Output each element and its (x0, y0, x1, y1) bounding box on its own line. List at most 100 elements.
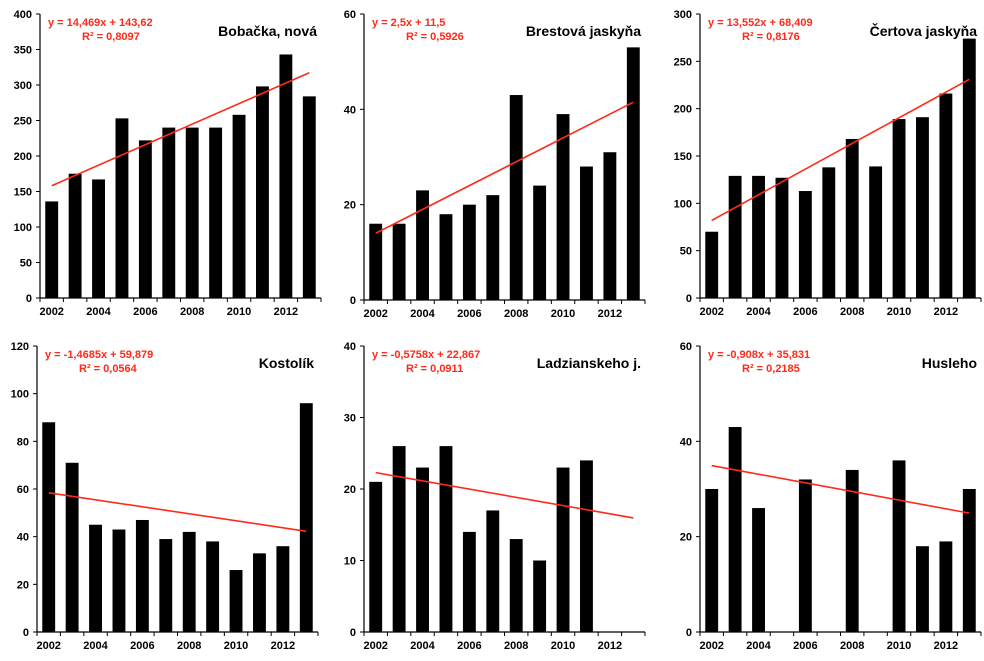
x-tick-label: 2006 (793, 640, 817, 652)
bar-2004 (89, 524, 102, 632)
bar-2004 (92, 179, 105, 298)
bar-2003 (728, 427, 742, 632)
y-tick-label: 300 (14, 80, 32, 92)
trend-equation: y = 14,469x + 143,62 (48, 17, 153, 29)
bar-2007 (162, 127, 176, 298)
x-tick-label: 2006 (457, 640, 481, 652)
bar-2002 (45, 201, 59, 298)
bar-2012 (279, 54, 293, 298)
chart-title: Husleho (922, 355, 977, 371)
chart-panel-5: 0 10 20 30 40 2002 2004 2006 2008 2010 2012 y = -0,… (344, 341, 646, 652)
x-tick-label: 2012 (598, 308, 622, 320)
trend-equation: y = 13,552x + 68,409 (708, 17, 813, 29)
bar-2011 (580, 166, 593, 300)
trend-line (51, 72, 310, 187)
x-tick-label: 2006 (133, 306, 157, 318)
x-tick-label: 2012 (598, 640, 622, 652)
chart-title: Bobačka, nová (218, 23, 317, 39)
y-tick-label: 350 (14, 45, 32, 57)
x-tick-label: 2010 (224, 640, 248, 652)
bar-2003 (65, 462, 79, 632)
bar-2002 (705, 231, 719, 298)
x-tick-label: 2004 (410, 640, 435, 652)
y-tick-label: 120 (11, 341, 29, 353)
bar-2008 (509, 95, 523, 301)
bar-2004 (752, 175, 765, 298)
bar-2010 (892, 460, 906, 632)
y-tick-label: 20 (344, 484, 356, 496)
bar-2013 (299, 403, 313, 632)
bar-2004 (416, 467, 429, 632)
bar-2009 (209, 127, 223, 298)
bar-2011 (253, 553, 266, 632)
x-tick-label: 2010 (551, 308, 575, 320)
bar-2008 (185, 127, 199, 298)
bar-2002 (369, 223, 383, 300)
bar-2010 (232, 114, 246, 298)
bar-2006 (798, 479, 812, 632)
r-squared: R² = 0,8097 (82, 31, 140, 43)
y-tick-label: 20 (680, 532, 692, 544)
bar-2008 (509, 539, 523, 632)
bar-2002 (369, 481, 383, 632)
x-tick-label: 2002 (36, 640, 60, 652)
y-tick-label: 200 (14, 151, 32, 163)
bar-2011 (916, 546, 929, 632)
bar-2012 (276, 546, 290, 632)
trend-line (375, 101, 634, 234)
bar-2010 (556, 114, 570, 300)
bar-2011 (916, 117, 929, 298)
trend-equation: y = -0,5758x + 22,867 (372, 349, 480, 361)
bar-2004 (752, 508, 765, 632)
bar-2009 (206, 541, 220, 632)
bar-2012 (603, 152, 617, 300)
y-tick-label: 250 (14, 116, 32, 128)
bar-2002 (705, 489, 719, 632)
y-tick-label: 20 (344, 200, 356, 212)
x-tick-label: 2012 (934, 640, 958, 652)
trend-line (711, 464, 970, 514)
x-tick-label: 2008 (840, 306, 864, 318)
x-tick-label: 2008 (180, 306, 204, 318)
bar-2007 (822, 167, 836, 298)
bar-2009 (533, 560, 547, 632)
y-tick-label: 100 (674, 198, 692, 210)
x-tick-label: 2004 (83, 640, 108, 652)
y-tick-label: 0 (23, 627, 29, 639)
y-tick-label: 400 (14, 9, 32, 21)
bar-2006 (138, 140, 152, 298)
x-tick-label: 2002 (363, 640, 387, 652)
trend-equation: y = 2,5x + 11,5 (372, 17, 445, 29)
bar-2007 (486, 195, 500, 300)
bar-2005 (439, 214, 453, 300)
bar-2009 (869, 166, 883, 298)
x-tick-label: 2002 (363, 308, 387, 320)
x-tick-label: 2004 (746, 306, 771, 318)
y-tick-label: 100 (11, 389, 29, 401)
x-tick-label: 2002 (699, 306, 723, 318)
trend-line (48, 491, 307, 533)
y-tick-label: 40 (17, 532, 29, 544)
chart-title: Čertova jaskyňa (870, 22, 978, 39)
x-tick-label: 2002 (699, 640, 723, 652)
r-squared: R² = 0,0564 (79, 363, 138, 375)
y-tick-label: 300 (674, 9, 692, 21)
bar-2010 (892, 119, 906, 298)
x-tick-label: 2008 (840, 640, 864, 652)
chart-panel-6: 0 20 40 60 2002 2004 2006 2008 2010 2012 y = -0,90… (680, 341, 982, 652)
x-tick-label: 2010 (227, 306, 251, 318)
y-tick-label: 30 (344, 413, 356, 425)
x-tick-label: 2004 (746, 640, 771, 652)
x-tick-label: 2004 (410, 308, 435, 320)
chart-panel-2: 0 20 40 60 2002 2004 2006 2008 2010 2012 y = 2,5x … (344, 9, 646, 320)
chart-panel-3: 0 50 100 150 200 250 300 2002 2004 2006 2008 2010 20… (674, 9, 982, 318)
trend-equation: y = -0,908x + 35,831 (708, 349, 810, 361)
bar-2012 (939, 541, 953, 632)
x-tick-label: 2012 (934, 306, 958, 318)
chart-panel-4: 0 20 40 60 80 100 120 2002 2004 2006 2008 2010 2012 y… (11, 341, 319, 652)
bar-2005 (112, 529, 126, 632)
bar-2008 (845, 469, 859, 632)
y-tick-label: 40 (344, 104, 356, 116)
bar-2008 (845, 138, 859, 298)
